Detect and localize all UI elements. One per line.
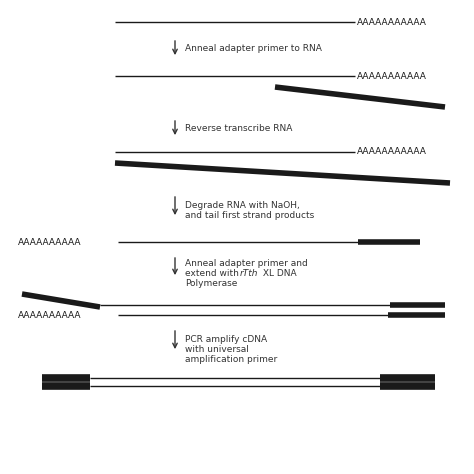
Text: AAAAAAAAAAA: AAAAAAAAAAA <box>357 147 427 156</box>
Text: PCR amplify cDNA: PCR amplify cDNA <box>185 335 267 344</box>
Text: AAAAAAAAAA: AAAAAAAAAA <box>18 310 82 319</box>
Text: Anneal adapter primer to RNA: Anneal adapter primer to RNA <box>185 44 322 53</box>
Text: Anneal adapter primer and: Anneal adapter primer and <box>185 259 308 268</box>
Text: XL DNA: XL DNA <box>260 270 297 279</box>
Text: Reverse transcribe RNA: Reverse transcribe RNA <box>185 124 292 133</box>
Text: AAAAAAAAAA: AAAAAAAAAA <box>18 237 82 246</box>
Text: rTth: rTth <box>240 270 258 279</box>
Text: Degrade RNA with NaOH,: Degrade RNA with NaOH, <box>185 201 300 210</box>
Text: and tail first strand products: and tail first strand products <box>185 211 314 220</box>
Text: AAAAAAAAAAA: AAAAAAAAAAA <box>357 72 427 81</box>
Text: extend with: extend with <box>185 270 242 279</box>
Text: with universal: with universal <box>185 345 249 354</box>
Text: amplification primer: amplification primer <box>185 355 277 364</box>
Text: Polymerase: Polymerase <box>185 280 237 289</box>
Text: AAAAAAAAAAA: AAAAAAAAAAA <box>357 18 427 27</box>
